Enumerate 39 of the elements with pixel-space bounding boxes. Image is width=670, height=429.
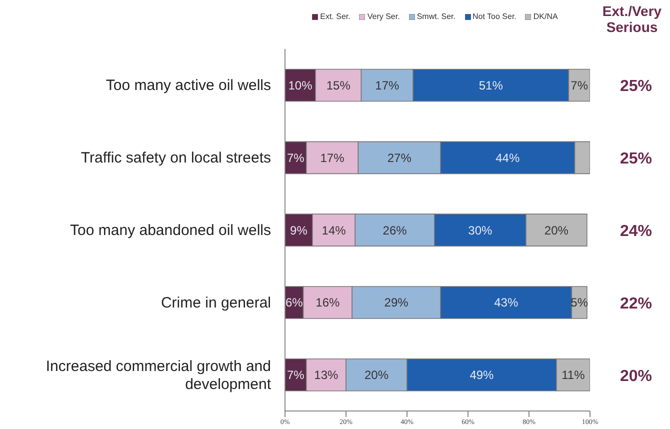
legend-label: Very Ser. [366, 12, 400, 21]
data-label: 10% [288, 78, 313, 93]
data-label: 14% [322, 223, 346, 238]
text: 25% [620, 78, 652, 96]
y-tick-label: Too many active oil wells [106, 77, 271, 94]
y-tick-label: Increased commercial growth and development [46, 358, 272, 393]
text: 20% [620, 368, 652, 385]
data-label: 13% [314, 368, 339, 382]
data-label: 11% [562, 368, 586, 382]
data-label: 20% [544, 223, 569, 238]
y-tick-label: Traffic safety on local streets [80, 150, 271, 167]
data-label: 9% [290, 223, 308, 238]
legend-label: Smwt. Ser. [416, 12, 456, 21]
data-label: 27% [387, 150, 412, 165]
data-label: 17% [375, 78, 400, 93]
data-label: 51% [478, 78, 504, 93]
data-label: 6% [285, 296, 304, 310]
text: 22% [620, 295, 652, 312]
data-label: 7% [570, 78, 588, 93]
data-label: 7% [287, 368, 305, 382]
y-tick-label: Crime in general [160, 294, 271, 312]
data-label: 29% [384, 296, 409, 310]
data-label: 30% [468, 223, 493, 238]
data-label: 17% [320, 150, 345, 165]
legend-label: Not Too Ser. [472, 12, 516, 21]
text: Ext./Very Serious [601, 3, 663, 35]
legend-label: DK/NA [532, 12, 558, 21]
data-label: 43% [494, 296, 518, 310]
data-label: 20% [364, 368, 389, 382]
data-label: 7% [287, 150, 305, 165]
text: 24% [620, 223, 652, 240]
legend-label: Ext. Ser. [319, 12, 350, 21]
data-label: 49% [470, 368, 494, 382]
data-label: 16% [316, 296, 340, 310]
text: 25% [620, 150, 652, 168]
data-label: 15% [326, 78, 351, 93]
data-label: 44% [496, 150, 520, 165]
data-label: 26% [382, 223, 408, 238]
y-tick-label: Too many abandoned oil wells [70, 222, 271, 239]
